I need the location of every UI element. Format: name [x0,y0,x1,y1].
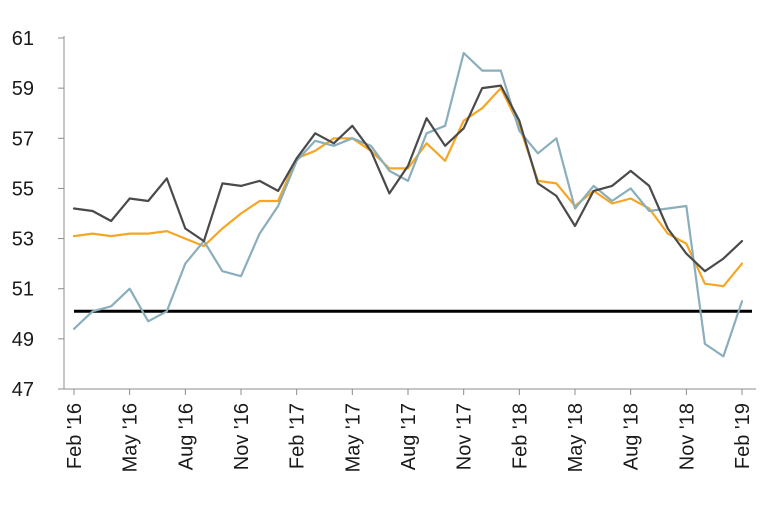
x-tick-label: May '18 [565,403,587,472]
y-tick-label: 55 [12,178,34,200]
y-tick-label: 53 [12,229,34,251]
x-tick-label: Aug '17 [398,403,420,470]
x-tick-label: Nov '18 [676,403,698,470]
x-tick-label: May '17 [342,403,364,472]
y-tick-label: 51 [12,279,34,301]
x-tick-label: Feb '18 [509,403,531,469]
x-tick-label: Nov '17 [454,403,476,470]
series-line-3 [72,84,744,273]
y-tick-label: 59 [12,78,34,100]
x-tick-label: Nov '16 [231,403,253,470]
series-line-2 [72,51,744,358]
x-axis-ticks: Feb '16 May '16 Aug '16 Nov '16 Feb '17 May '… [64,389,754,472]
y-tick-label: 49 [12,329,34,351]
x-tick-label: Feb '16 [64,403,86,469]
x-tick-label: Aug '18 [621,403,643,470]
x-tick-label: Feb '19 [732,403,754,469]
y-tick-label: 61 [12,28,34,50]
series-line-1 [72,86,744,288]
y-axis-ticks: 47 49 51 53 55 57 59 61 [12,28,64,401]
series-group [72,51,744,358]
y-tick-label: 57 [12,128,34,150]
y-tick-label: 47 [12,379,34,401]
x-tick-label: Aug '16 [175,403,197,470]
x-tick-label: May '16 [120,403,142,472]
chart-axes [63,36,756,390]
x-tick-label: Feb '17 [287,403,309,469]
